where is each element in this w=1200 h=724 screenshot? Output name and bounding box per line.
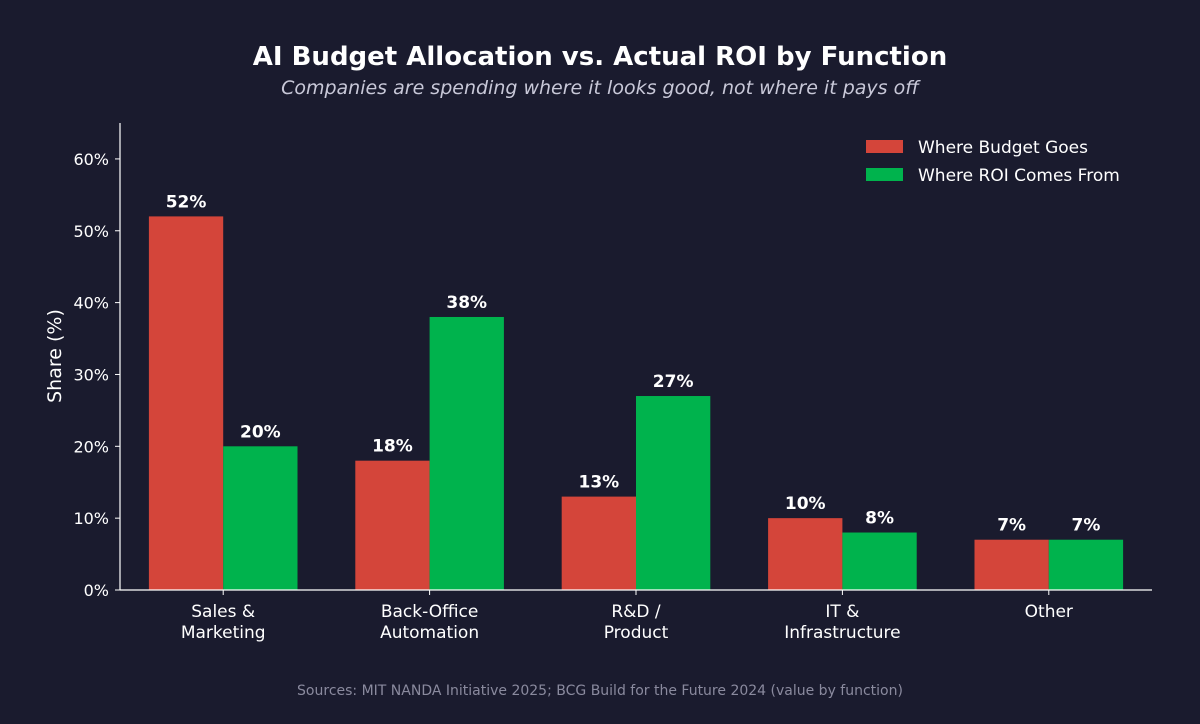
y-axis-label: Share (%) xyxy=(44,309,66,403)
bar-budget xyxy=(768,518,843,590)
bar-roi xyxy=(223,446,298,590)
y-tick-label: 60% xyxy=(73,150,109,169)
x-tick-label: Automation xyxy=(380,623,479,643)
legend-label-budget: Where Budget Goes xyxy=(918,138,1088,158)
y-tick-label: 10% xyxy=(73,509,109,528)
bar-budget xyxy=(148,216,224,590)
data-label: 27% xyxy=(653,372,694,392)
data-label: 7% xyxy=(997,516,1026,536)
legend-swatch-roi xyxy=(866,168,903,181)
bar-roi xyxy=(429,316,504,590)
bar-budget xyxy=(355,460,430,590)
bar-budget xyxy=(561,496,636,590)
data-label: 38% xyxy=(446,293,487,313)
chart-subtitle: Companies are spending where it looks go… xyxy=(281,77,921,99)
x-tick-label: Sales & xyxy=(191,602,255,622)
data-label: 18% xyxy=(372,437,413,457)
data-label: 7% xyxy=(1072,516,1101,536)
y-tick-label: 40% xyxy=(73,294,109,313)
y-tick-label: 50% xyxy=(73,222,109,241)
bar-roi xyxy=(842,532,917,590)
legend-swatch-budget xyxy=(866,140,903,153)
data-label: 20% xyxy=(240,422,281,442)
data-label: 13% xyxy=(578,473,619,493)
bar-budget xyxy=(974,539,1049,590)
bar-roi xyxy=(636,396,711,590)
bar-roi xyxy=(1048,539,1124,590)
x-tick-label: Other xyxy=(1025,602,1073,622)
chart-title: AI Budget Allocation vs. Actual ROI by F… xyxy=(253,42,947,72)
x-tick-label: Back-Office xyxy=(381,602,479,622)
y-tick-label: 0% xyxy=(84,581,109,600)
x-tick-label: Marketing xyxy=(181,623,266,643)
source-note: Sources: MIT NANDA Initiative 2025; BCG … xyxy=(297,683,903,699)
legend: Where Budget Goes Where ROI Comes From xyxy=(866,138,1120,186)
x-tick-label: Product xyxy=(604,623,669,643)
x-tick-label: IT & xyxy=(825,602,859,622)
y-tick-label: 20% xyxy=(73,437,109,456)
legend-label-roi: Where ROI Comes From xyxy=(918,166,1120,186)
data-label: 10% xyxy=(785,494,826,514)
data-label: 52% xyxy=(166,192,207,212)
x-tick-label: Infrastructure xyxy=(784,623,900,643)
x-tick-label: R&D / xyxy=(611,602,661,622)
data-label: 8% xyxy=(865,509,894,529)
y-tick-label: 30% xyxy=(73,365,109,384)
plot-area: 52% 20% Sales &Marketing 18% 38% Back-OfficeA… xyxy=(73,123,1152,643)
